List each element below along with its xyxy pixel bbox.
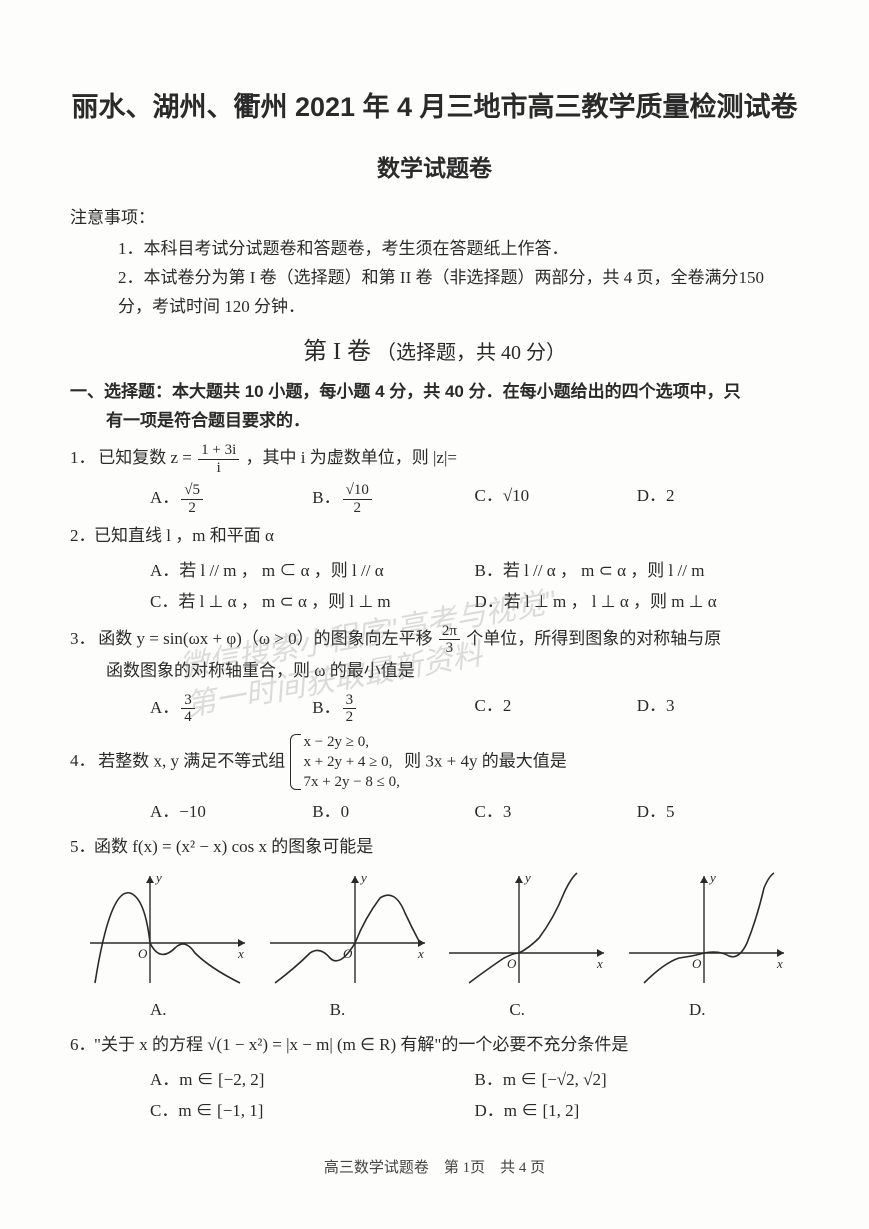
- subtitle: 数学试题卷: [70, 149, 799, 188]
- q2-opt-b: B．若 l // α ， m ⊂ α ，则 l // m: [475, 557, 800, 586]
- q6-options-row1: A．m ∈ [−2, 2] B．m ∈ [−√2, √2]: [70, 1066, 799, 1095]
- q6-options-row2: C．m ∈ [−1, 1] D．m ∈ [1, 2]: [70, 1097, 799, 1126]
- question-1: 1． 已知复数 z = 1 + 3ii ，其中 i 为虚数单位，则 |z|=: [70, 442, 799, 476]
- svg-text:x: x: [237, 946, 244, 961]
- selection-heading: 一、选择题：本大题共 10 小题，每小题 4 分，共 40 分．在每小题给出的四…: [70, 378, 799, 436]
- svg-text:O: O: [507, 956, 517, 971]
- q5-charts: y x O A. y x O B. y: [70, 868, 799, 1025]
- notice-list: 1．本科目考试分试题卷和答题卷，考生须在答题纸上作答． 2．本试卷分为第 I 卷…: [70, 235, 799, 322]
- svg-text:y: y: [154, 870, 162, 885]
- chart-c-svg: y x O: [439, 868, 609, 988]
- question-3: 3． 函数 y = sin(ωx + φ)（ω > 0）的图象向左平移 2π3 …: [70, 623, 799, 686]
- q4-opt-b: B．0: [312, 798, 474, 827]
- q2-options-row1: A．若 l // m ， m ⊂ α ，则 l // α B．若 l // α …: [70, 557, 799, 586]
- q1-options: A．√52 B．√102 C．√10 D．2: [70, 482, 799, 516]
- q6-opt-d: D．m ∈ [1, 2]: [475, 1097, 800, 1126]
- q3-opt-a: A．34: [150, 692, 312, 726]
- svg-text:O: O: [138, 946, 148, 961]
- notice-item-2: 2．本试卷分为第 I 卷（选择题）和第 II 卷（非选择题）两部分，共 4 页，…: [118, 264, 799, 322]
- q2-opt-d: D．若 l ⊥ m ， l ⊥ α ，则 m ⊥ α: [475, 588, 800, 617]
- chart-a-svg: y x O: [80, 868, 250, 988]
- page-footer: 高三数学试题卷 第 1页 共 4 页: [70, 1156, 799, 1182]
- chart-d: y x O D.: [619, 868, 789, 1025]
- q1-opt-d: D．2: [637, 482, 799, 516]
- chart-d-svg: y x O: [619, 868, 789, 988]
- chart-a: y x O A.: [80, 868, 250, 1025]
- main-title: 丽水、湖州、衢州 2021 年 4 月三地市高三教学质量检测试卷: [70, 85, 799, 131]
- notice-item-1: 1．本科目考试分试题卷和答题卷，考生须在答题纸上作答．: [118, 235, 799, 264]
- q3-opt-c: C．2: [475, 692, 637, 726]
- question-5: 5．函数 f(x) = (x² − x) cos x 的图象可能是: [70, 833, 799, 862]
- q1-opt-c: C．√10: [475, 482, 637, 516]
- notice-heading: 注意事项：: [70, 204, 799, 233]
- chart-b-label: B.: [260, 996, 430, 1025]
- exam-page: 微信搜索小程序"高考与视觉" 第一时间获取最新资料 丽水、湖州、衢州 2021 …: [0, 0, 869, 1229]
- svg-text:x: x: [417, 946, 424, 961]
- section-1-sub: （选择题，共 40 分）: [376, 342, 566, 364]
- q6-opt-a: A．m ∈ [−2, 2]: [150, 1066, 475, 1095]
- q4-opt-d: D．5: [637, 798, 799, 827]
- chart-b-svg: y x O: [260, 868, 430, 988]
- q2-options-row2: C．若 l ⊥ α ， m ⊂ α ，则 l ⊥ m D．若 l ⊥ m ， l…: [70, 588, 799, 617]
- q1-opt-a: A．√52: [150, 482, 312, 516]
- q2-opt-a: A．若 l // m ， m ⊂ α ，则 l // α: [150, 557, 475, 586]
- svg-text:y: y: [708, 870, 716, 885]
- q6-opt-c: C．m ∈ [−1, 1]: [150, 1097, 475, 1126]
- question-6: 6．"关于 x 的方程 √(1 − x²) = |x − m| (m ∈ R) …: [70, 1031, 799, 1060]
- q2-opt-c: C．若 l ⊥ α ， m ⊂ α ，则 l ⊥ m: [150, 588, 475, 617]
- svg-text:y: y: [359, 870, 367, 885]
- chart-b: y x O B.: [260, 868, 430, 1025]
- svg-text:O: O: [692, 956, 702, 971]
- chart-c: y x O C.: [439, 868, 609, 1025]
- chart-d-label: D.: [619, 996, 789, 1025]
- q3-opt-b: B．32: [312, 692, 474, 726]
- q3-opt-d: D．3: [637, 692, 799, 726]
- q6-opt-b: B．m ∈ [−√2, √2]: [475, 1066, 800, 1095]
- svg-text:y: y: [523, 870, 531, 885]
- q4-options: A．−10 B．0 C．3 D．5: [70, 798, 799, 827]
- svg-text:x: x: [776, 956, 783, 971]
- question-2: 2．已知直线 l ，m 和平面 α: [70, 522, 799, 551]
- chart-c-label: C.: [439, 996, 609, 1025]
- section-1-heading: 第 I 卷 （选择题，共 40 分）: [70, 332, 799, 373]
- q3-options: A．34 B．32 C．2 D．3: [70, 692, 799, 726]
- q4-opt-c: C．3: [475, 798, 637, 827]
- chart-a-label: A.: [80, 996, 250, 1025]
- section-1-title: 第 I 卷: [303, 339, 371, 365]
- q1-opt-b: B．√102: [312, 482, 474, 516]
- svg-text:x: x: [596, 956, 603, 971]
- q4-opt-a: A．−10: [150, 798, 312, 827]
- question-4: 4． 若整数 x, y 满足不等式组 x − 2y ≥ 0, x + 2y + …: [70, 732, 799, 793]
